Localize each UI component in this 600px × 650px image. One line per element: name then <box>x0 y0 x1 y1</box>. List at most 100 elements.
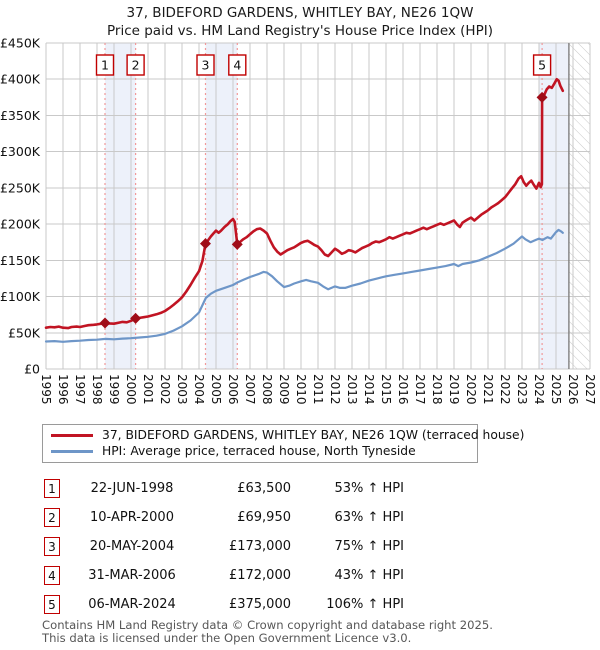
legend-box: 37, BIDEFORD GARDENS, WHITLEY BAY, NE26 … <box>42 424 524 463</box>
sale-vs-hpi: 75% ↑ HPI <box>334 539 404 554</box>
x-axis-tick: 2000 <box>124 374 138 405</box>
sale-number-label: 2 <box>132 58 140 73</box>
sale-marker-diamond <box>130 312 142 324</box>
x-axis-tick: 1999 <box>107 374 121 405</box>
sale-vs-hpi: 106% ↑ HPI <box>326 597 404 612</box>
y-axis-tick: £450K <box>0 36 41 51</box>
sale-date: 22-JUN-1998 <box>90 481 174 496</box>
sale-date: 10-APR-2000 <box>90 510 174 525</box>
price-line-swatch <box>51 433 93 437</box>
x-axis-tick: 2012 <box>328 374 342 405</box>
sale-number-flag <box>196 54 215 76</box>
price-paid-line <box>44 77 565 330</box>
legend-label-hpi: HPI: Average price, terraced house, Nort… <box>102 443 416 458</box>
y-axis-tick: £250K <box>0 180 41 195</box>
sale-number-flag <box>532 54 552 76</box>
sale-date: 31-MAR-2006 <box>88 568 176 583</box>
chart-subtitle: Price paid vs. HM Land Registry's House … <box>107 23 493 39</box>
future-hatch <box>568 43 590 369</box>
sale-vs-hpi: 43% ↑ HPI <box>334 568 404 583</box>
legend-item-hpi: HPI: Average price, terraced house, Nort… <box>43 443 477 459</box>
sale-marker-diamond <box>199 238 211 250</box>
legend-item-price-paid: 37, BIDEFORD GARDENS, WHITLEY BAY, NE26 … <box>43 428 524 443</box>
x-axis-tick: 2022 <box>498 374 512 405</box>
y-axis-tick: £0 <box>24 362 40 377</box>
sale-price: £172,000 <box>228 568 291 583</box>
ownership-band <box>539 43 569 369</box>
sale-price: £173,000 <box>228 539 291 554</box>
hpi-line-swatch <box>51 450 93 454</box>
sale-vs-hpi: 53% ↑ HPI <box>334 481 404 496</box>
x-axis-tick: 2009 <box>277 374 291 405</box>
x-axis-tick: 2017 <box>413 374 427 405</box>
sale-number-label: 4 <box>233 58 241 73</box>
x-axis-tick: 2006 <box>226 374 240 405</box>
x-axis-tick: 2011 <box>311 374 325 405</box>
y-axis-tick: £400K <box>0 72 41 87</box>
x-axis-tick: 2018 <box>430 374 444 405</box>
footer: Contains HM Land Registry data © Crown c… <box>42 618 493 646</box>
x-axis-tick: 2002 <box>158 374 172 405</box>
sale-number-badge: 4 <box>44 566 60 585</box>
x-axis-tick: 2013 <box>345 374 359 405</box>
hpi-line <box>44 228 564 343</box>
x-axis-tick: 1997 <box>73 374 87 405</box>
sale-row-1: 1 22-JUN-1998 £63,500 53% ↑ HPI <box>44 474 404 503</box>
x-axis-tick: 2016 <box>396 374 410 405</box>
x-axis-tick: 1995 <box>39 374 53 405</box>
x-axis-tick: 2004 <box>192 374 206 405</box>
sale-row-2: 2 10-APR-2000 £69,950 63% ↑ HPI <box>44 503 404 532</box>
x-axis-tick: 2026 <box>566 374 580 405</box>
x-axis-tick: 2027 <box>583 374 597 405</box>
sale-number-badge: 2 <box>44 508 60 527</box>
sale-row-3: 3 20-MAY-2004 £173,000 75% ↑ HPI <box>44 532 404 561</box>
sale-number-flag <box>126 54 145 76</box>
sale-number-flag <box>95 54 115 76</box>
footer-line-copyright: Contains HM Land Registry data © Crown c… <box>42 618 493 632</box>
sale-number-badge: 1 <box>44 479 60 498</box>
x-axis-tick: 2010 <box>294 374 308 405</box>
sale-number-label: 5 <box>538 58 546 73</box>
x-axis-tick: 2014 <box>362 374 376 405</box>
sale-number-flag <box>228 54 247 76</box>
footer-line-licence: This data is licensed under the Open Gov… <box>42 631 412 646</box>
x-axis-tick: 2008 <box>260 374 274 405</box>
sale-price: £69,950 <box>237 510 291 525</box>
y-axis-tick: £350K <box>0 108 41 123</box>
y-axis-tick: £50K <box>8 325 41 340</box>
x-axis-tick: 2015 <box>379 374 393 405</box>
legend-label-price-paid: 37, BIDEFORD GARDENS, WHITLEY BAY, NE26 … <box>102 427 525 442</box>
y-axis-tick: £100K <box>0 289 41 304</box>
x-axis-tick: 2007 <box>243 374 257 405</box>
ownership-band <box>205 43 238 369</box>
sale-row-5: 5 06-MAR-2024 £375,000 106% ↑ HPI <box>44 590 404 619</box>
y-axis-tick: £150K <box>0 253 41 268</box>
chart-title: 37, BIDEFORD GARDENS, WHITLEY BAY, NE26 … <box>126 5 474 21</box>
sale-date: 06-MAR-2024 <box>88 597 176 612</box>
sale-marker-diamond <box>99 317 111 329</box>
sale-row-4: 4 31-MAR-2006 £172,000 43% ↑ HPI <box>44 561 404 590</box>
sale-vs-hpi: 63% ↑ HPI <box>334 510 404 525</box>
x-axis-tick: 2019 <box>447 374 461 405</box>
x-axis-tick: 2003 <box>175 374 189 405</box>
x-axis-tick: 2001 <box>141 374 155 405</box>
sale-date: 20-MAY-2004 <box>89 539 175 554</box>
price-history-chart: 1 2 3 4 5 £0 £50K £100K £150K £200K £250K £300K £350… <box>0 36 597 405</box>
sale-marker-diamond <box>231 238 243 250</box>
x-axis-tick: 2025 <box>549 374 563 405</box>
y-axis-tick: £200K <box>0 217 41 232</box>
x-axis-tick: 2005 <box>209 374 223 405</box>
sale-number-badge: 3 <box>44 537 60 556</box>
x-axis-tick: 1998 <box>90 374 104 405</box>
sale-number-badge: 5 <box>44 595 60 614</box>
y-axis-tick: £300K <box>0 144 41 159</box>
sale-marker-diamond <box>536 91 548 103</box>
sales-table: 1 22-JUN-1998 £63,500 53% ↑ HPI 2 10-APR-2000… <box>44 474 404 619</box>
x-axis-tick: 2020 <box>464 374 478 405</box>
sale-price: £63,500 <box>237 481 291 496</box>
sale-price: £375,000 <box>228 597 291 612</box>
sale-number-label: 1 <box>101 58 109 73</box>
x-axis-tick: 2023 <box>515 374 529 405</box>
x-axis-tick: 2021 <box>481 374 495 405</box>
x-axis-tick: 2024 <box>532 374 546 405</box>
